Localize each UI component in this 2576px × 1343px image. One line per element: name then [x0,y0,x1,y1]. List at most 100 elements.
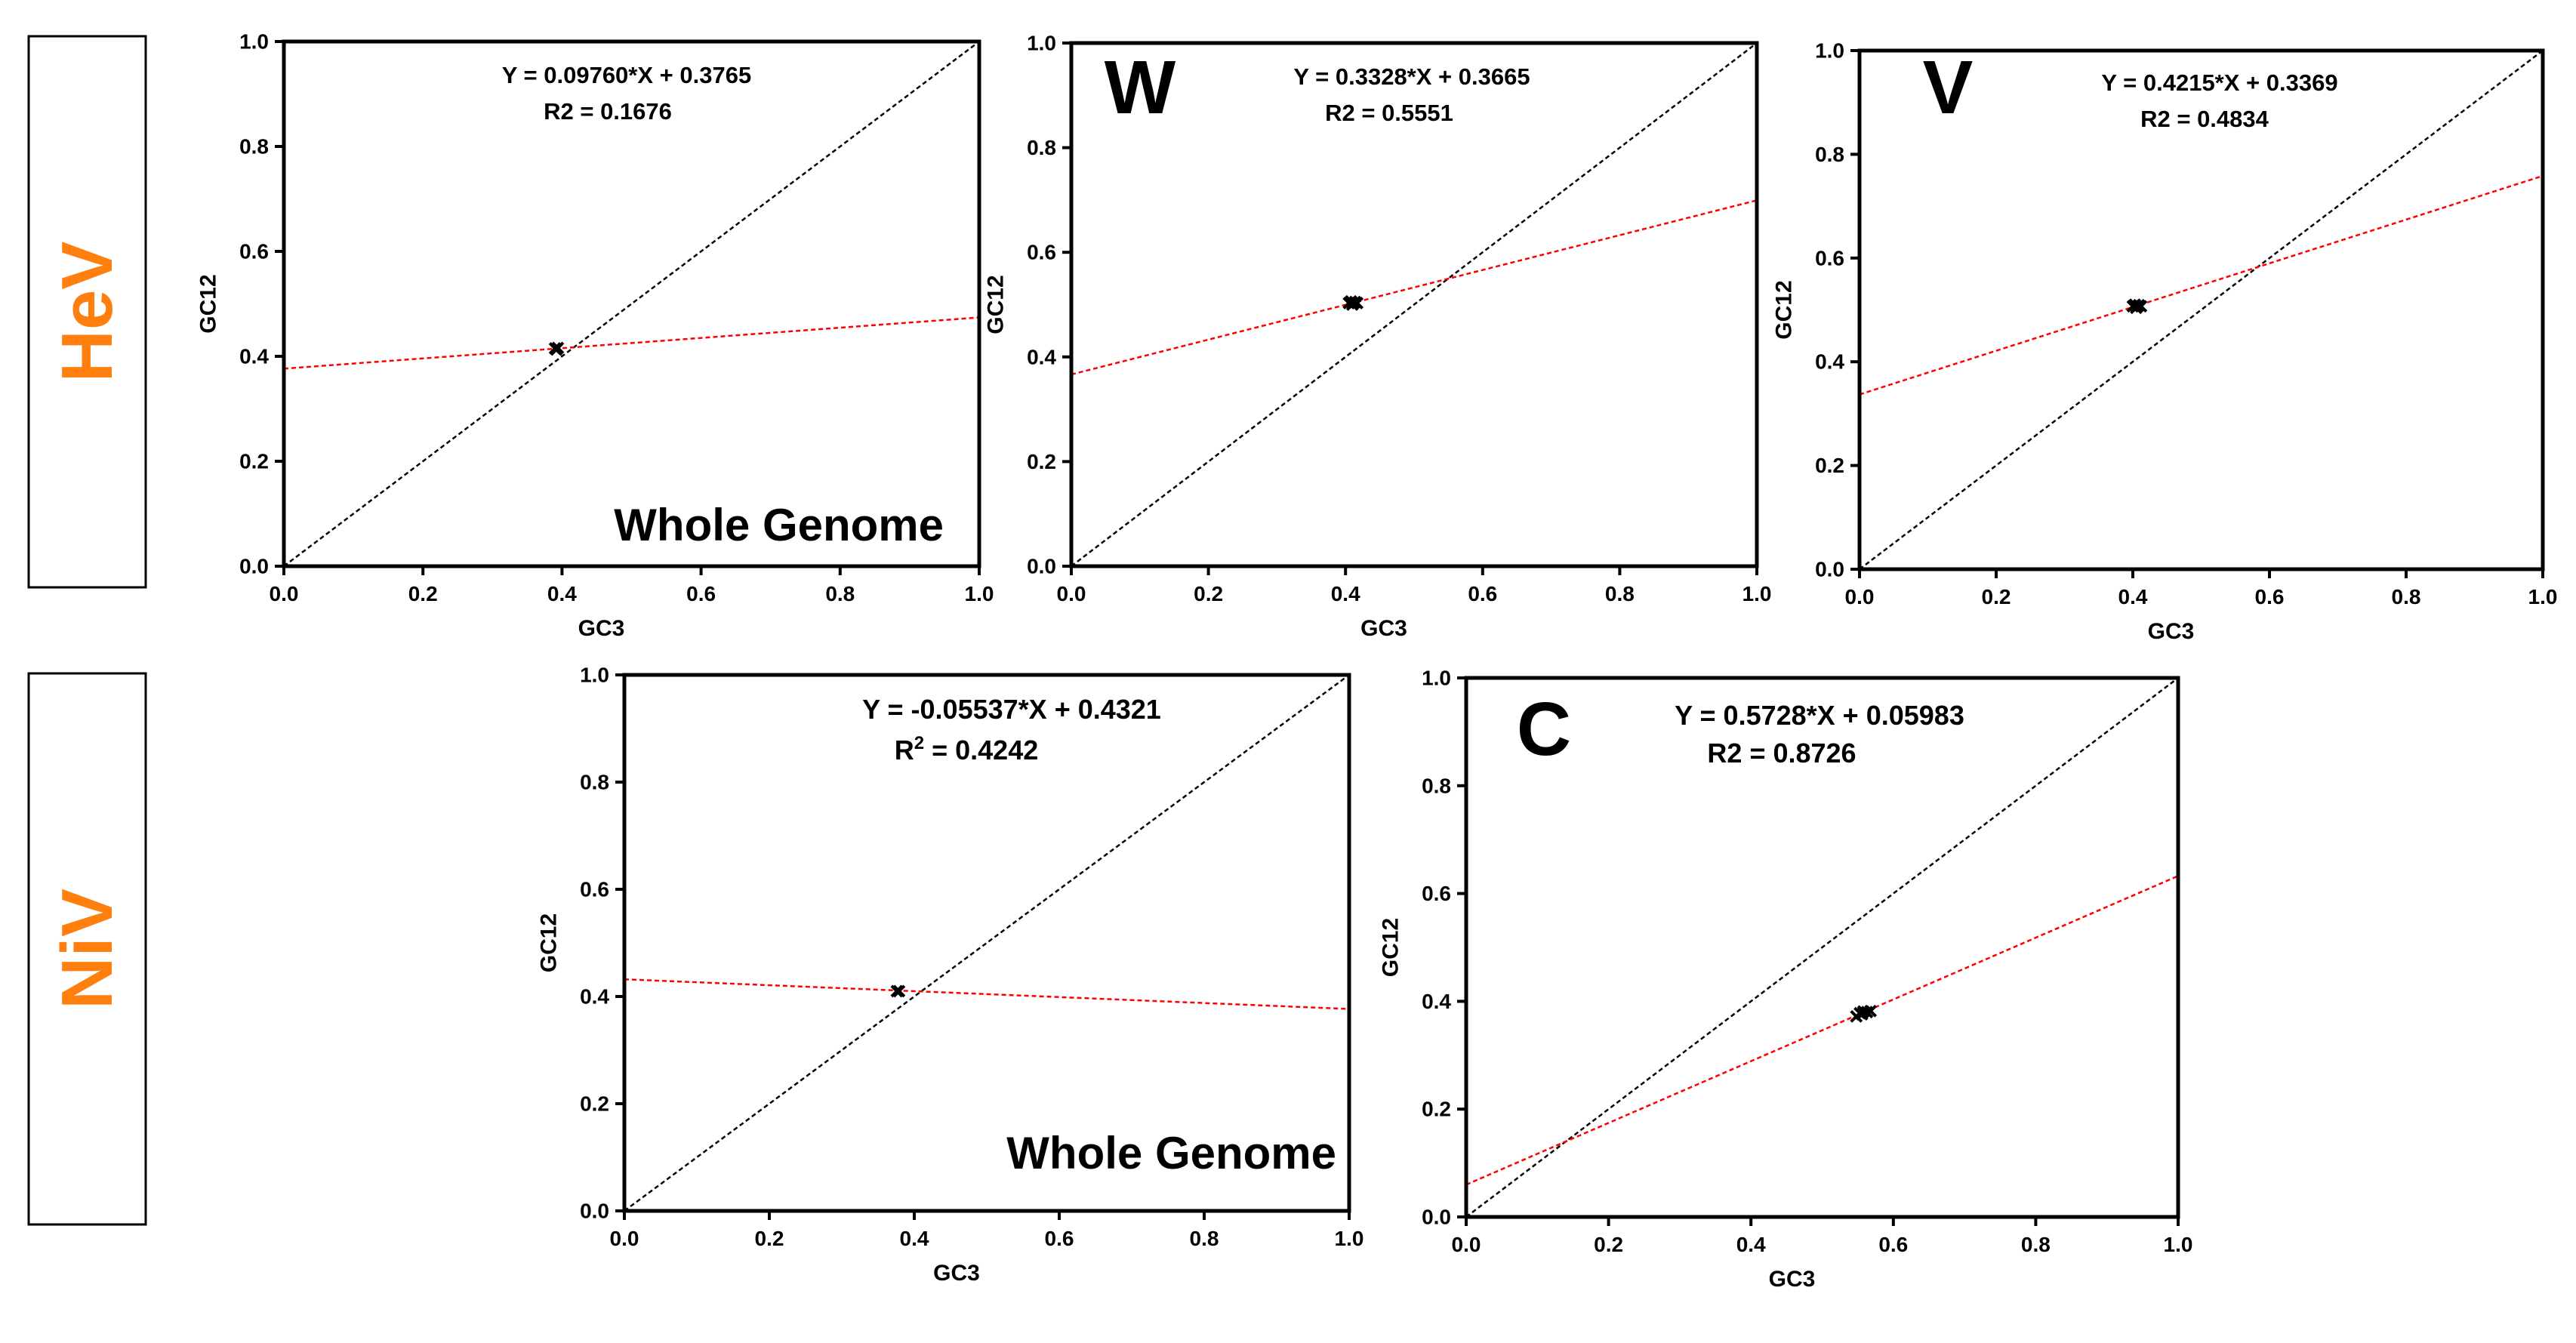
panel-1: 0.0 0.2 0.4 0.6 0.8 1.0 0.0 0.2 0.4 0.6 0.8 1.0 GC3 G… [196,30,994,642]
row-label-niv: NiV [27,672,147,1226]
regression-equation: Y = 0.3328*X + 0.3665 [1293,63,1530,90]
x-tick-label: 0.0 [1452,1233,1481,1256]
y-tick-label: 0.2 [1815,454,1844,477]
regression-line [624,978,1349,1010]
diagonal-line [284,42,979,566]
x-tick-label: 0.6 [2255,585,2285,608]
x-tick-label: 0.4 [2118,585,2148,608]
x-tick-label: 0.6 [686,582,716,605]
x-tick-label: 0.8 [2021,1233,2051,1256]
x-tick-label: 0.6 [1468,582,1497,605]
y-axis-title: GC12 [1772,280,1797,339]
x-tick-label: 0.4 [1736,1233,1766,1256]
y-tick-label: 0.4 [580,985,609,1009]
panel-4: 0.0 0.2 0.4 0.6 0.8 1.0 0.0 0.2 0.4 0.6 0.8 1.0 GC3 G… [537,664,1364,1286]
row-label-box [27,35,147,589]
y-tick-label: 0.2 [239,450,269,473]
x-tick-label: 0.2 [408,582,438,605]
x-tick-label: 1.0 [2164,1233,2193,1256]
x-tick-label: 0.8 [1190,1227,1219,1250]
data-point [892,984,906,998]
y-tick-label: 0.0 [1027,555,1056,578]
y-axis-title: GC12 [537,913,562,972]
panel-letter: C [1517,687,1571,772]
x-tick-label: 1.0 [965,582,994,605]
y-tick-label: 0.6 [239,240,269,263]
row-label-box [27,672,147,1226]
x-tick-label: 0.2 [1982,585,2011,608]
y-tick-label: 0.8 [1815,143,1844,166]
y-tick-label: 0.2 [580,1092,609,1116]
y-tick-label: 0.0 [1815,558,1844,581]
x-tick-label: 0.2 [1594,1233,1623,1256]
x-tick-label: 0.4 [900,1227,929,1250]
y-tick-label: 0.0 [1422,1206,1451,1229]
r-squared-value: = 0.5551 [1355,100,1453,126]
regression-line [1860,174,2543,396]
x-tick-label: 0.6 [1878,1233,1908,1256]
regression-equation: Y = 0.5728*X + 0.05983 [1675,700,1964,731]
diagonal-line [1466,678,2178,1217]
x-tick-label: 0.0 [1057,582,1086,605]
y-tick-label: 0.0 [239,555,269,578]
y-tick-label: 0.4 [1027,345,1056,368]
r-squared-prefix: R2 [544,98,574,125]
y-tick-label: 1.0 [1815,39,1844,63]
y-tick-label: 1.0 [1027,32,1056,55]
panel-2: 0.0 0.2 0.4 0.6 0.8 1.0 0.0 0.2 0.4 0.6 0.8 1.0 GC3 G… [984,32,1772,642]
r-squared-value: = 0.8726 [1742,738,1856,769]
y-axis-title: GC12 [984,275,1009,334]
x-tick-label: 0.4 [1331,582,1360,605]
x-tick-label: 0.4 [547,582,577,605]
data-point [1345,298,1359,311]
x-tick-label: 1.0 [2528,585,2558,608]
x-tick-label: 0.0 [610,1227,639,1250]
r-squared-value: = 0.4242 [924,735,1038,765]
regression-equation: Y = 0.09760*X + 0.3765 [502,62,751,88]
x-axis-title: GC3 [2148,619,2195,644]
x-tick-label: 0.8 [1605,582,1635,605]
x-tick-label: 0.2 [1194,582,1223,605]
x-tick-label: 1.0 [1742,582,1772,605]
y-tick-label: 1.0 [1422,667,1451,690]
data-point [890,984,904,998]
y-tick-label: 0.6 [580,878,609,901]
x-axis-title: GC3 [578,616,625,641]
x-tick-label: 0.8 [825,582,855,605]
y-tick-label: 0.0 [580,1200,609,1223]
r-squared-prefix: R2 [1325,100,1355,126]
y-tick-label: 0.2 [1027,450,1056,473]
plot-frame [1857,48,2545,571]
y-tick-label: 0.8 [580,771,609,794]
y-tick-label: 0.2 [1422,1098,1451,1121]
x-tick-label: 0.0 [270,582,299,605]
y-tick-label: 1.0 [580,664,609,687]
r-squared-text: R2 = 0.1676 [544,98,672,125]
x-tick-label: 1.0 [1335,1227,1364,1250]
x-tick-label: 0.2 [755,1227,784,1250]
r-squared-superscript: 2 [914,733,924,753]
panel-footer-label: Whole Genome [1006,1128,1336,1178]
y-tick-label: 0.6 [1027,241,1056,264]
regression-equation: Y = 0.4215*X + 0.3369 [2101,69,2337,96]
plot-frame [1464,676,2180,1219]
regression-line [1466,875,2178,1186]
plot-frame [1069,41,1759,568]
y-tick-label: 0.6 [1422,882,1451,905]
x-tick-label: 0.8 [2392,585,2421,608]
r-squared-prefix: R [895,735,914,765]
r-squared-text: R2 = 0.8726 [1707,738,1856,769]
data-point [1855,1008,1869,1021]
r-squared-prefix: R2 [2140,106,2171,132]
diagonal-line [624,675,1349,1211]
y-tick-label: 0.4 [1815,350,1844,374]
row-label-hev: HeV [27,35,147,589]
x-axis-title: GC3 [933,1261,980,1286]
regression-line [1071,199,1757,376]
r-squared-value: = 0.4834 [2171,106,2269,132]
r-squared-prefix: R2 [1707,738,1742,769]
x-tick-label: 0.6 [1045,1227,1074,1250]
r-squared-text: R2 = 0.4242 [895,733,1039,765]
y-tick-label: 0.8 [1027,136,1056,159]
